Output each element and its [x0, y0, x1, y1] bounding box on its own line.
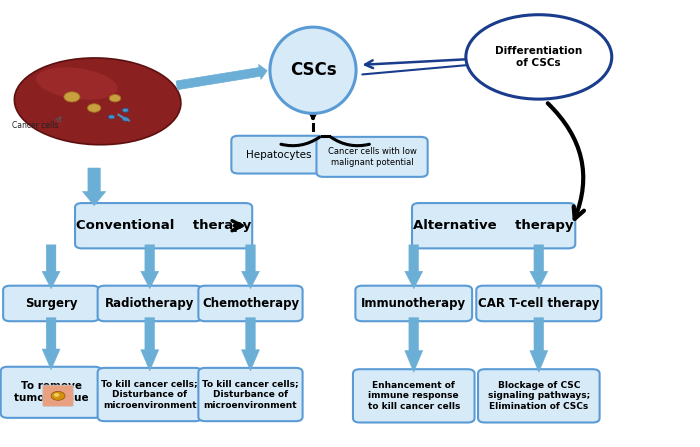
FancyBboxPatch shape [75, 203, 252, 249]
Polygon shape [241, 318, 260, 371]
Polygon shape [42, 318, 60, 370]
Circle shape [122, 108, 129, 112]
FancyBboxPatch shape [198, 368, 302, 421]
Text: Cancer cells: Cancer cells [12, 121, 59, 130]
Text: Blockage of CSC
signaling pathways;
Elimination of CSCs: Blockage of CSC signaling pathways; Elim… [488, 380, 590, 411]
Text: Cancer cells with low
malignant potential: Cancer cells with low malignant potentia… [328, 147, 416, 167]
FancyBboxPatch shape [232, 136, 326, 173]
FancyBboxPatch shape [316, 137, 428, 177]
Text: CAR T-cell therapy: CAR T-cell therapy [478, 297, 599, 310]
Ellipse shape [15, 58, 181, 145]
Text: Immunotherapy: Immunotherapy [361, 297, 466, 310]
Circle shape [122, 117, 129, 121]
Polygon shape [83, 168, 106, 206]
FancyBboxPatch shape [198, 286, 302, 321]
Polygon shape [141, 318, 159, 371]
Text: To remove
tumor tissue: To remove tumor tissue [14, 381, 88, 403]
Text: Hepatocytes: Hepatocytes [246, 150, 311, 160]
Text: To kill cancer cells;
Disturbance of
microenvironment: To kill cancer cells; Disturbance of mic… [102, 379, 198, 410]
Ellipse shape [36, 67, 118, 100]
Polygon shape [241, 245, 260, 289]
Circle shape [109, 95, 121, 102]
Text: Radiotherapy: Radiotherapy [105, 297, 195, 310]
FancyBboxPatch shape [478, 369, 600, 422]
Polygon shape [141, 245, 159, 289]
FancyBboxPatch shape [97, 286, 202, 321]
Text: Alternative    therapy: Alternative therapy [414, 219, 574, 232]
Polygon shape [530, 318, 548, 372]
Circle shape [108, 115, 115, 119]
Polygon shape [405, 245, 423, 289]
FancyBboxPatch shape [1, 367, 102, 418]
Polygon shape [42, 245, 60, 289]
Circle shape [88, 104, 101, 112]
FancyBboxPatch shape [356, 286, 472, 321]
Polygon shape [530, 245, 548, 289]
Ellipse shape [466, 15, 612, 99]
Text: To kill cancer cells;
Disturbance of
microenvironment: To kill cancer cells; Disturbance of mic… [202, 379, 299, 410]
FancyBboxPatch shape [3, 286, 99, 321]
Text: Chemotherapy: Chemotherapy [202, 297, 299, 310]
Text: Differentiation
of CSCs: Differentiation of CSCs [495, 46, 582, 67]
Circle shape [51, 392, 65, 401]
FancyBboxPatch shape [97, 368, 202, 421]
Ellipse shape [270, 27, 356, 114]
Text: Surgery: Surgery [25, 297, 77, 310]
Text: Conventional    therapy: Conventional therapy [76, 219, 251, 232]
Text: CSCs: CSCs [290, 61, 336, 79]
Circle shape [54, 393, 60, 397]
FancyBboxPatch shape [43, 385, 74, 406]
Polygon shape [405, 318, 423, 372]
Circle shape [64, 92, 80, 102]
Text: Enhancement of
immune response
to kill cancer cells: Enhancement of immune response to kill c… [368, 380, 460, 411]
FancyBboxPatch shape [476, 286, 601, 321]
FancyBboxPatch shape [412, 203, 575, 249]
FancyBboxPatch shape [353, 369, 475, 422]
